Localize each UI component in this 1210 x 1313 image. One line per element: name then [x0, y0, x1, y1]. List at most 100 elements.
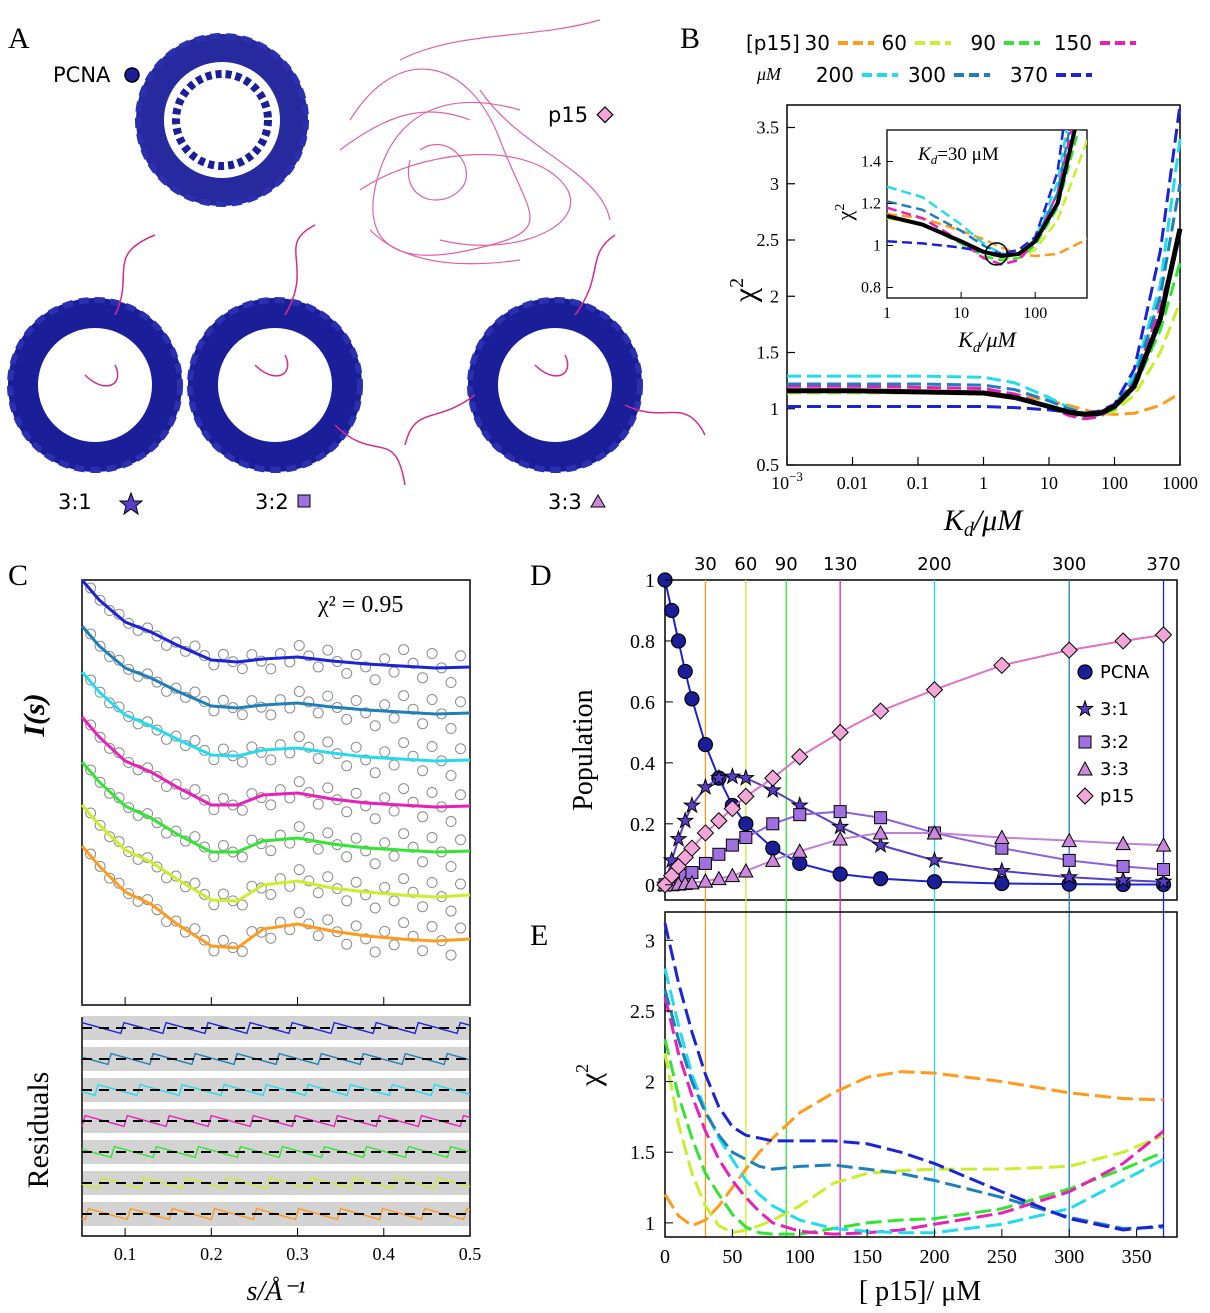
marker-triangle: [738, 862, 754, 878]
data-point: [360, 800, 372, 812]
y-tick-label: 2: [770, 286, 779, 306]
data-point: [113, 836, 125, 848]
marker-square: [712, 847, 726, 861]
legend-label-PCNA: PCNA: [1100, 662, 1150, 683]
inset-annotation-sub: d: [931, 152, 938, 167]
data-point: [94, 686, 106, 698]
data-point: [265, 754, 277, 766]
data-point: [350, 741, 362, 753]
data-point: [123, 802, 135, 814]
top-tick-label: 370: [1146, 554, 1180, 575]
data-point: [189, 735, 201, 747]
x-tick-label: 0.4: [373, 1244, 396, 1264]
data-point: [94, 819, 106, 831]
x-tick-label: 10: [1040, 473, 1058, 493]
inset-annotation: Kd=30 μM: [917, 144, 999, 167]
y-tick-label: 1.5: [630, 1142, 655, 1164]
data-point: [217, 743, 229, 755]
panel-label-e: E: [530, 919, 548, 952]
data-point: [455, 922, 467, 934]
marker-square: [1116, 859, 1130, 873]
y-axis-label: I(s): [18, 693, 51, 737]
y-tick-label: 0.2: [630, 814, 655, 836]
series-line-150: [663, 996, 1165, 1236]
data-point: [293, 686, 305, 698]
data-point: [217, 888, 229, 900]
x-tick-label: 1: [979, 473, 988, 493]
data-point: [426, 832, 438, 844]
data-point: [369, 813, 381, 825]
data-point: [265, 932, 277, 944]
marker-circle: [664, 602, 680, 619]
legend-label-200: 200: [816, 63, 854, 87]
marker-star: [669, 829, 688, 847]
data-point: [407, 841, 419, 853]
data-point: [360, 845, 372, 857]
marker-star: [992, 861, 1012, 879]
residual-trace-300: [81, 1052, 471, 1066]
data-point: [407, 657, 419, 669]
legend-unit: μM: [756, 64, 782, 84]
marker-circle: [926, 874, 943, 890]
data-point: [123, 756, 135, 768]
label-33: 3:3: [548, 490, 582, 514]
data-point: [350, 787, 362, 799]
pcna-marker-icon: [124, 67, 140, 83]
residuals-axis-label: Residuals: [22, 1072, 55, 1189]
data-point: [445, 723, 457, 735]
scatter-group-30: [85, 848, 467, 961]
legend-label-370: 370: [1010, 63, 1048, 87]
y-tick-label: 3: [645, 930, 655, 952]
y-tick-label: 1: [645, 570, 655, 592]
legend-label-300: 300: [908, 63, 946, 87]
y-axis-label: Population: [568, 689, 599, 810]
legend-label-90: 90: [971, 31, 996, 55]
inset-annotation-rest: =30 μM: [937, 144, 999, 165]
p15-label: p15: [548, 103, 588, 127]
scatter-group-370: [85, 582, 467, 689]
data-point: [417, 718, 429, 730]
plot-frame: [664, 579, 1178, 901]
top-tick-label: 200: [917, 554, 951, 575]
marker-star: [871, 835, 890, 853]
data-point: [445, 677, 457, 689]
marker-circle: [677, 663, 693, 680]
marker-square: [874, 811, 888, 825]
series-line-200: [663, 968, 1165, 1235]
data-point: [151, 771, 163, 783]
data-point: [350, 876, 362, 888]
marker-diamond: [791, 748, 809, 766]
marker-triangle: [832, 830, 848, 846]
data-point: [293, 864, 305, 876]
marker-square: [833, 805, 847, 819]
x-tick-label: 150: [852, 1246, 882, 1268]
data-point: [360, 933, 372, 945]
data-point: [85, 674, 97, 686]
data-point: [445, 949, 457, 961]
data-point: [217, 694, 229, 706]
data-point: [388, 805, 400, 817]
data-point: [388, 850, 400, 862]
data-point: [426, 648, 438, 660]
chi2-annotation: χ² = 0.95: [317, 592, 403, 618]
marker-circle: [792, 855, 808, 872]
y-axis-label: χ2: [572, 1064, 607, 1087]
marker-star: [682, 795, 702, 814]
data-point: [398, 917, 410, 929]
data-point: [398, 690, 410, 702]
data-point: [455, 650, 467, 662]
data-point: [417, 901, 429, 913]
complex-32-illustration: [187, 224, 406, 486]
x-tick-label: 0.2: [200, 1244, 223, 1264]
data-point: [85, 764, 97, 776]
fit-curve-150: [80, 716, 471, 809]
series-3:3: [657, 824, 1172, 892]
plot-frame: [81, 579, 471, 1006]
marker-triangle: [1115, 835, 1131, 851]
data-point: [123, 710, 135, 722]
y-tick-label: 3: [770, 174, 779, 194]
marker-square: [1078, 735, 1092, 749]
legend-label-150: 150: [1054, 31, 1092, 55]
data-point: [85, 848, 97, 860]
y-tick-label: 2: [645, 1072, 655, 1094]
